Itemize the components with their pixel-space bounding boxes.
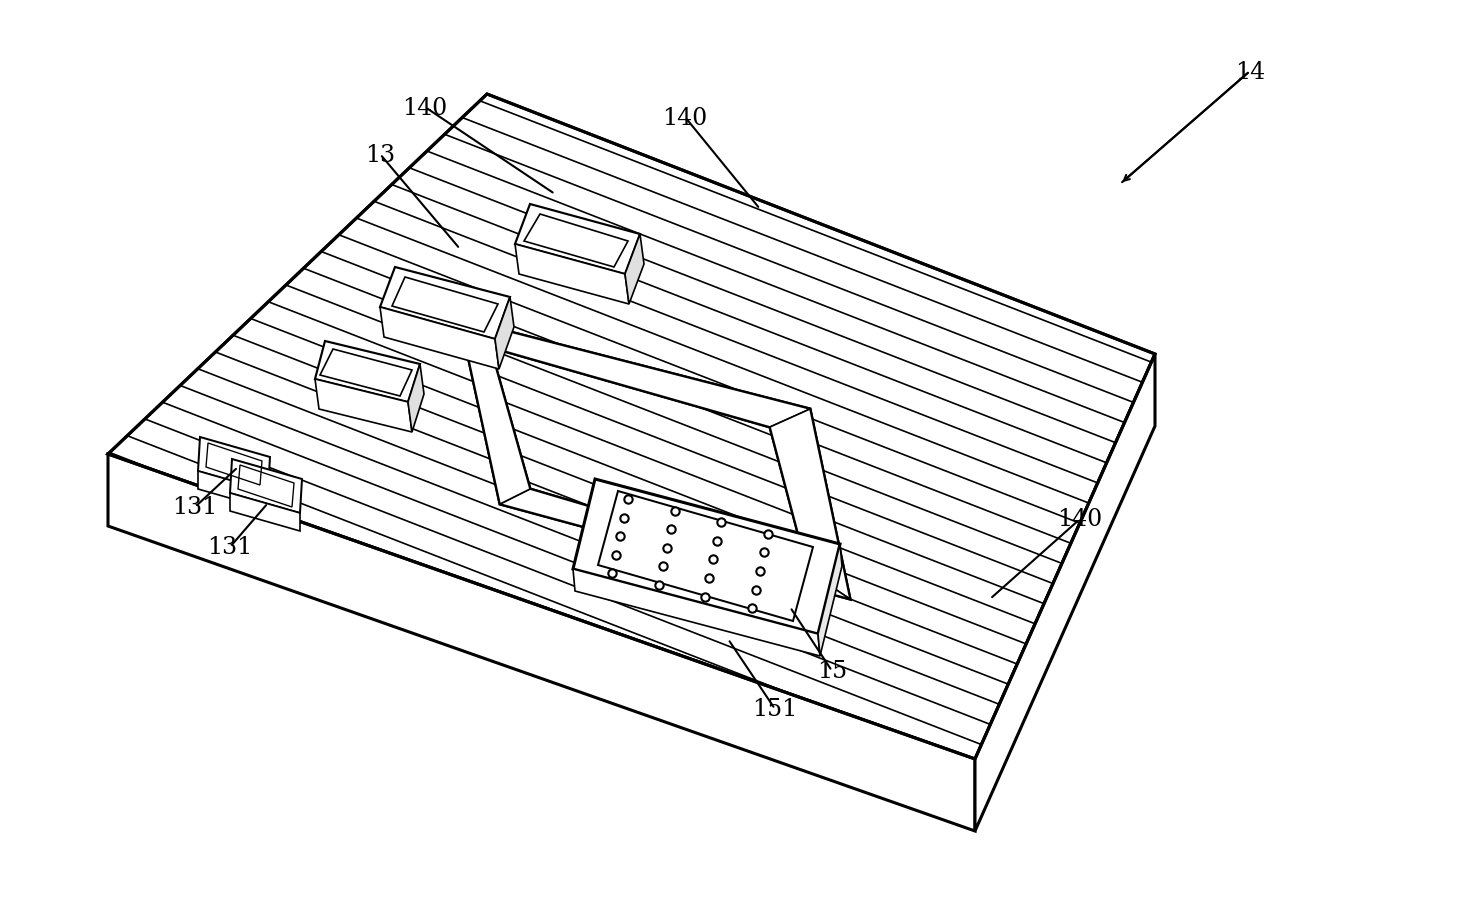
Polygon shape xyxy=(770,410,850,599)
Polygon shape xyxy=(108,95,1156,759)
Polygon shape xyxy=(108,95,1156,759)
Polygon shape xyxy=(514,205,640,275)
Polygon shape xyxy=(573,479,840,634)
Polygon shape xyxy=(229,459,302,514)
Polygon shape xyxy=(598,491,812,621)
Polygon shape xyxy=(108,455,974,831)
Polygon shape xyxy=(514,245,630,304)
Polygon shape xyxy=(460,320,530,505)
Polygon shape xyxy=(495,298,514,370)
Text: 131: 131 xyxy=(172,496,218,519)
Polygon shape xyxy=(408,364,424,433)
Text: 13: 13 xyxy=(365,143,394,167)
Polygon shape xyxy=(625,235,644,304)
Text: 151: 151 xyxy=(752,698,798,721)
Polygon shape xyxy=(818,545,842,656)
Polygon shape xyxy=(460,320,809,427)
Polygon shape xyxy=(573,569,820,656)
Polygon shape xyxy=(460,320,850,599)
Text: 140: 140 xyxy=(402,97,447,119)
Polygon shape xyxy=(316,342,419,403)
Polygon shape xyxy=(489,348,808,571)
Polygon shape xyxy=(380,268,510,340)
Polygon shape xyxy=(489,348,808,571)
Polygon shape xyxy=(199,437,270,491)
Polygon shape xyxy=(380,308,500,370)
Polygon shape xyxy=(229,494,300,531)
Text: 140: 140 xyxy=(662,107,707,129)
Polygon shape xyxy=(316,380,412,433)
Polygon shape xyxy=(974,354,1156,831)
Text: 15: 15 xyxy=(817,660,847,682)
Polygon shape xyxy=(460,320,850,599)
Text: 14: 14 xyxy=(1235,60,1265,84)
Polygon shape xyxy=(199,472,267,509)
Polygon shape xyxy=(500,489,850,599)
Text: 140: 140 xyxy=(1058,508,1103,531)
Text: 131: 131 xyxy=(207,536,253,558)
